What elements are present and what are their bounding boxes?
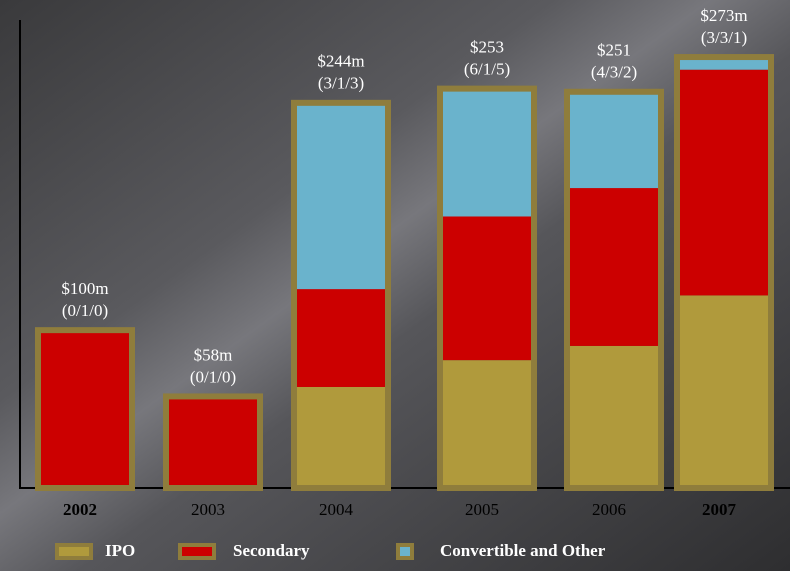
bar-count-label: (4/3/2)	[591, 63, 637, 82]
legend-label: Secondary	[233, 541, 310, 560]
bar-outline	[163, 393, 263, 492]
bar-outline	[674, 54, 774, 492]
bar-count-label: (6/1/5)	[464, 60, 510, 79]
bar-segment	[440, 360, 534, 488]
x-tick-label: 2006	[592, 500, 626, 519]
bar-segment	[677, 295, 771, 488]
legend-label: Convertible and Other	[440, 541, 606, 560]
bar-segment	[677, 69, 771, 296]
bar-segment	[567, 91, 661, 189]
bar-segment	[38, 330, 132, 488]
bar-segment	[440, 216, 534, 361]
x-tick-label: 2005	[465, 500, 499, 519]
bar-count-label: (3/1/3)	[318, 74, 364, 93]
bar-total-label: $253	[470, 38, 504, 57]
bar-segment	[166, 396, 260, 488]
legend-swatch	[396, 543, 414, 560]
x-tick-label: 2007	[702, 500, 737, 519]
legend-label: IPO	[105, 541, 135, 560]
bar-outline	[35, 327, 135, 491]
bar-segment	[567, 345, 661, 488]
x-tick-label: 2004	[319, 500, 354, 519]
bar-segment	[677, 57, 771, 70]
bar-outline	[564, 88, 664, 492]
bar-outline	[291, 99, 391, 491]
legend-swatch	[178, 543, 216, 560]
bar-segment	[440, 88, 534, 217]
bar-segment	[567, 188, 661, 346]
bar-total-label: $100m	[61, 279, 108, 298]
bar-count-label: (0/1/0)	[190, 367, 236, 386]
bar-total-label: $58m	[194, 345, 233, 364]
bar-segment	[294, 102, 388, 290]
x-tick-label: 2002	[63, 500, 97, 519]
x-tick-label: 2003	[191, 500, 225, 519]
bar-total-label: $251	[597, 41, 631, 60]
bar-count-label: (0/1/0)	[62, 301, 108, 320]
bar-total-label: $273m	[700, 6, 747, 25]
legend-swatch	[55, 543, 93, 560]
bar-count-label: (3/3/1)	[701, 28, 747, 47]
bar-segment	[294, 289, 388, 387]
bar-total-label: $244m	[317, 52, 364, 71]
bar-segment	[294, 386, 388, 488]
bar-outline	[437, 85, 537, 491]
